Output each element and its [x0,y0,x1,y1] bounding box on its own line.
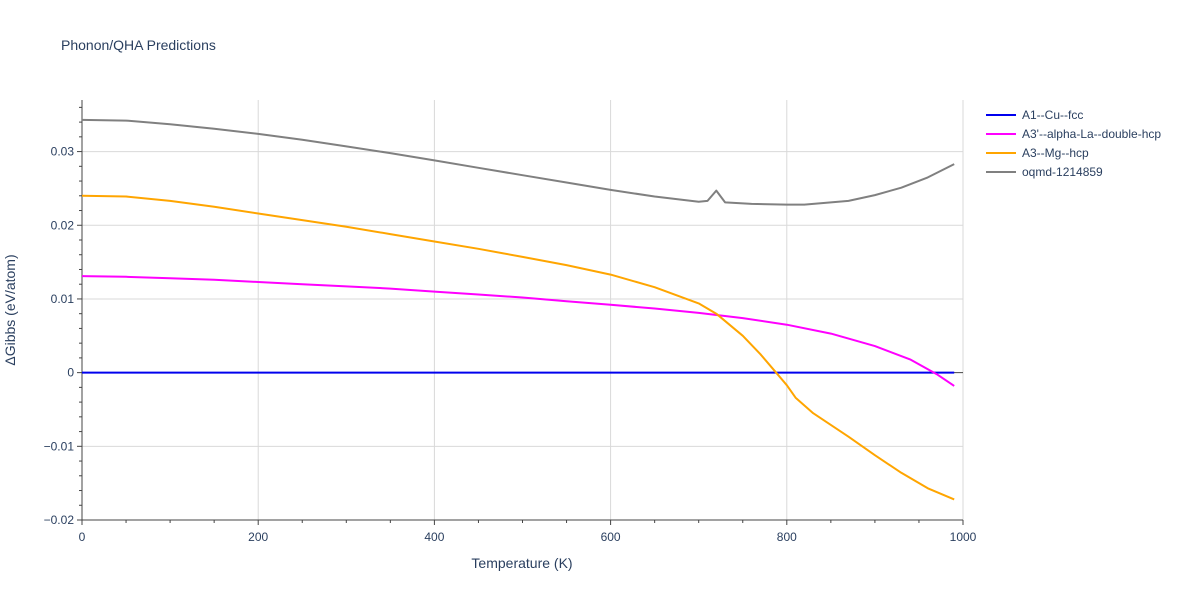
legend-label: A3--Mg--hcp [1022,146,1089,160]
axes: 0 200 400 600 800 1000 −0.02 −0.01 0 0.01 0.02 0.03 [44,100,977,544]
x-tick-label: 600 [601,530,621,544]
legend-item[interactable]: oqmd-1214859 [986,165,1103,179]
x-tick-label: 800 [777,530,797,544]
x-tick-label: 0 [79,530,86,544]
legend-item[interactable]: A3--Mg--hcp [986,146,1089,160]
x-tick-label: 400 [424,530,444,544]
y-tick-label: −0.01 [44,439,75,453]
y-tick-label: 0.03 [51,145,75,159]
x-axis-title: Temperature (K) [471,555,572,571]
legend-label: oqmd-1214859 [1022,165,1103,179]
series-line-2 [81,194,955,501]
y-tick-label: 0.01 [51,292,75,306]
legend-label: A3'--alpha-La--double-hcp [1022,127,1161,141]
y-tick-label: 0 [67,366,74,380]
legend[interactable]: A1--Cu--fcc A3'--alpha-La--double-hcp A3--… [986,108,1161,179]
y-tick-label: 0.02 [51,218,75,232]
legend-item[interactable]: A1--Cu--fcc [986,108,1083,122]
grid [82,100,964,521]
y-tick-label: −0.02 [44,513,75,527]
chart-title: Phonon/QHA Predictions [61,37,216,53]
x-tick-label: 1000 [950,530,977,544]
series-lines [81,118,955,501]
series-line-1 [81,275,955,387]
x-tick-label: 200 [248,530,268,544]
y-axis-title: ΔGibbs (eV/atom) [2,254,18,365]
legend-label: A1--Cu--fcc [1022,108,1083,122]
legend-item[interactable]: A3'--alpha-La--double-hcp [986,127,1161,141]
series-line-3 [81,118,955,206]
